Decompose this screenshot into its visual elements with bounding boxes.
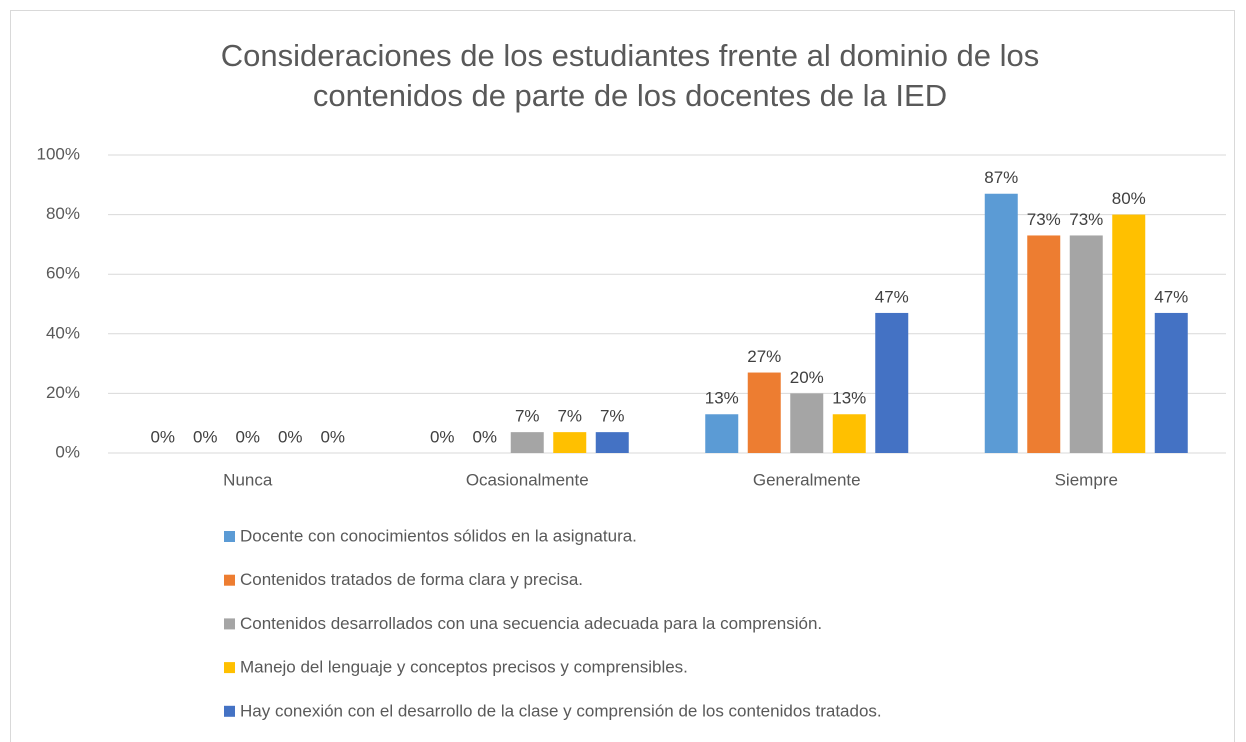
- data-label: 0%: [278, 427, 303, 446]
- chart-title: Consideraciones de los estudiantes frent…: [221, 38, 1040, 73]
- bar: [875, 312, 909, 453]
- x-tick-label: Siempre: [1055, 470, 1118, 489]
- data-label: 73%: [1069, 210, 1103, 229]
- data-label: 7%: [600, 407, 625, 426]
- y-tick-label: 100%: [37, 144, 80, 163]
- legend-swatch: [224, 531, 235, 542]
- data-label: 47%: [875, 287, 909, 306]
- bar: [790, 393, 824, 453]
- data-label: 73%: [1027, 210, 1061, 229]
- bar: [705, 414, 739, 453]
- bar: [984, 193, 1018, 454]
- y-tick-label: 0%: [55, 442, 80, 461]
- y-tick-label: 80%: [46, 204, 80, 223]
- data-label: 0%: [472, 427, 497, 446]
- x-tick-label: Generalmente: [753, 470, 861, 489]
- legend-swatch: [224, 662, 235, 674]
- data-label: 0%: [235, 427, 260, 446]
- bar: [510, 432, 544, 453]
- legend-label: Manejo del lenguaje y conceptos precisos…: [240, 658, 688, 677]
- y-tick-label: 60%: [46, 264, 80, 283]
- bar: [1069, 235, 1103, 453]
- data-label: 13%: [832, 389, 866, 408]
- data-label: 0%: [193, 427, 218, 446]
- data-label: 87%: [984, 168, 1018, 187]
- legend-label: Docente con conocimientos sólidos en la …: [240, 526, 637, 545]
- bar: [553, 432, 587, 453]
- bar: [595, 432, 629, 453]
- data-label: 7%: [515, 407, 540, 426]
- bar: [1112, 214, 1146, 453]
- data-label: 13%: [705, 389, 739, 408]
- data-label: 7%: [557, 407, 582, 426]
- legend-label: Hay conexión con el desarrollo de la cla…: [240, 701, 882, 720]
- data-label: 0%: [150, 427, 175, 446]
- legend-label: Contenidos desarrollados con una secuenc…: [240, 614, 822, 633]
- legend-swatch: [224, 574, 235, 586]
- chart-title: contenidos de parte de los docentes de l…: [313, 78, 947, 113]
- legend-swatch: [224, 618, 235, 630]
- data-label: 80%: [1112, 189, 1146, 208]
- bar: [1027, 235, 1061, 453]
- y-tick-label: 40%: [46, 323, 80, 342]
- bar: [1154, 312, 1188, 453]
- legend-label: Contenidos tratados de forma clara y pre…: [240, 570, 583, 589]
- data-label: 47%: [1154, 287, 1188, 306]
- data-label: 0%: [430, 427, 455, 446]
- data-label: 27%: [747, 347, 781, 366]
- data-label: 0%: [320, 427, 345, 446]
- x-tick-label: Ocasionalmente: [466, 470, 589, 489]
- bar: [832, 414, 866, 453]
- legend-swatch: [224, 705, 235, 717]
- y-tick-label: 20%: [46, 383, 80, 402]
- data-label: 20%: [790, 368, 824, 387]
- x-tick-label: Nunca: [223, 470, 273, 489]
- bar: [747, 372, 781, 453]
